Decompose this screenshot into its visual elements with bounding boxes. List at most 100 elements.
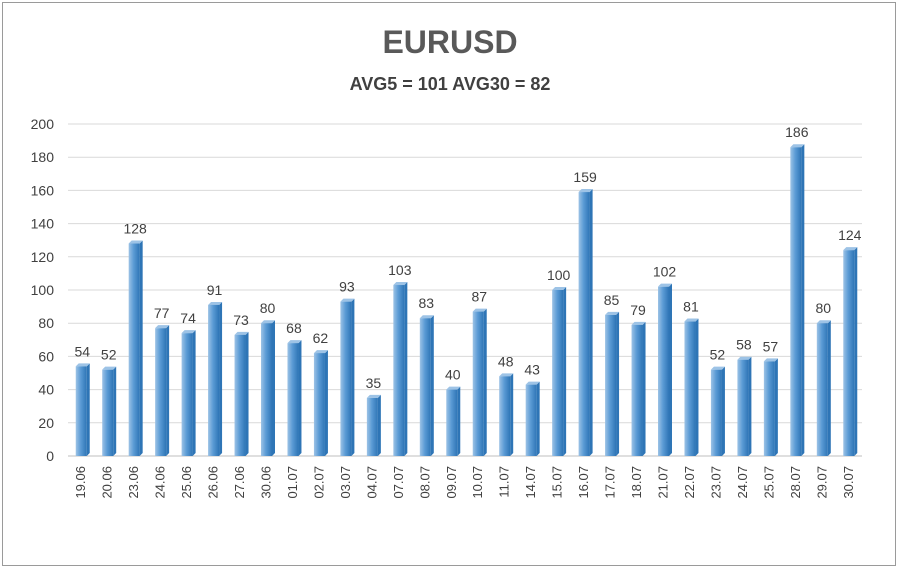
y-tick-label: 40 [38,382,54,398]
y-tick-label: 0 [46,448,54,464]
bar-top [128,240,143,244]
x-tick-label: 20.06 [100,466,115,499]
bar [816,320,831,456]
data-label: 91 [207,282,223,298]
bar-front [525,384,537,456]
x-tick-label: 24.06 [153,466,168,499]
data-label: 87 [471,289,487,305]
bar-front [366,397,378,456]
bar-top [208,301,223,305]
bar-side [457,386,461,456]
x-tick-label: 14.07 [523,466,538,499]
x-tick-label: 28.07 [788,466,803,499]
bar-side [827,320,831,456]
x-tick-label: 01.07 [285,466,300,499]
bar-side [192,330,196,456]
bar [605,311,620,456]
bar-front [816,323,828,456]
bar-side [695,318,699,456]
bar-top [552,287,567,290]
bar-side [245,331,249,456]
bar [287,340,302,456]
data-label: 62 [313,330,329,346]
bar-side [272,320,275,456]
bar-top [313,350,328,354]
data-label: 52 [710,347,726,363]
bar-front [737,359,749,456]
data-label: 83 [419,295,435,311]
data-label: 124 [838,227,862,243]
y-tick-label: 20 [38,415,54,431]
x-tick-label: 09.07 [444,466,459,499]
bar-side [801,144,805,457]
bar [102,366,117,456]
bar-front [658,286,669,456]
bar [658,283,672,456]
bar [843,247,858,456]
grid-lines [68,123,862,457]
x-axis-tick-labels: 19.06 20.06 23.06 24.06 25.06 26.06 27.06 30.06… [73,466,856,499]
bar-front [499,376,511,456]
bar [552,287,567,456]
data-label: 102 [653,264,677,280]
bar-top [446,386,461,390]
x-tick-label: 24.07 [735,466,750,499]
bar [472,308,487,456]
bar-side [563,287,567,456]
bar [525,381,540,456]
bar-top [816,320,831,324]
bar-top [340,298,355,302]
x-tick-label: 04.07 [364,466,379,499]
bar-side [854,247,858,456]
bar-front [552,290,564,456]
bar-front [128,243,140,456]
x-tick-label: 10.07 [470,466,485,499]
y-tick-label: 60 [38,348,54,364]
bar [234,331,249,456]
data-label: 80 [816,300,832,316]
data-label: 35 [366,375,382,391]
bar [208,301,223,456]
y-tick-label: 120 [31,249,55,265]
bar [631,321,646,456]
y-tick-label: 100 [31,282,55,298]
data-label: 186 [785,124,809,140]
data-label: 77 [154,305,170,321]
bar-front [578,192,590,456]
bar-top [684,318,699,322]
y-tick-label: 80 [38,315,54,331]
bar-side [86,363,90,456]
bar-side [377,394,381,456]
bar-front [208,304,220,456]
bar-top [261,320,275,324]
bar-side [483,308,487,456]
data-labels: 54 52 128 77 74 91 73 80 68 62 93 35 103 83 40 87 48 43 10… [74,124,861,391]
data-label: 40 [445,367,461,383]
bar [790,144,805,457]
bar [261,320,275,456]
bar-side [351,298,355,456]
bars [75,144,858,457]
x-tick-label: 07.07 [391,466,406,499]
data-label: 81 [683,299,699,315]
bar-top [234,331,249,335]
bar-side [721,366,725,456]
bar [499,373,514,456]
data-label: 58 [736,337,752,353]
bar-front [790,147,802,457]
bar-side [166,325,170,456]
bar-top [525,381,540,385]
bar-top [472,308,487,312]
bar-front [763,361,775,456]
bar-front [155,328,167,456]
bar [446,386,461,456]
x-tick-label: 25.06 [179,466,194,499]
bar-front [393,285,405,456]
bar-top [287,340,302,344]
bar [366,394,381,456]
y-tick-label: 140 [31,216,55,232]
bar-side [404,282,408,456]
bar-top [790,144,805,148]
